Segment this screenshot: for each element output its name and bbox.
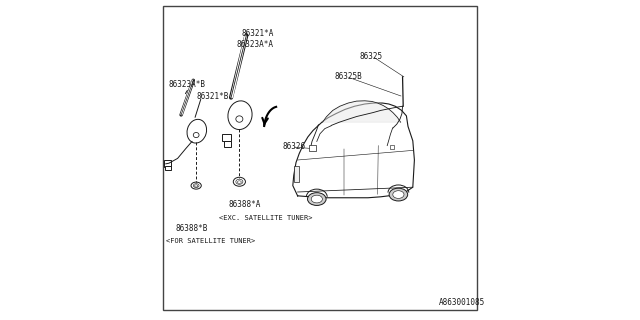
Ellipse shape [237,181,241,183]
Text: <EXC. SATELLITE TUNER>: <EXC. SATELLITE TUNER> [219,215,313,220]
Polygon shape [323,101,401,122]
Ellipse shape [193,184,199,188]
Ellipse shape [233,177,246,186]
Bar [309,145,316,151]
Bar [223,134,232,141]
Ellipse shape [307,193,326,205]
Bar [294,166,298,182]
Text: 86321*B: 86321*B [197,92,229,100]
Text: 86321*A: 86321*A [242,29,274,38]
Bar [224,141,231,147]
Ellipse shape [389,188,408,201]
Bar [164,160,171,167]
Text: 86323A*B: 86323A*B [169,80,206,89]
Ellipse shape [393,191,404,198]
Bar [165,166,171,170]
Ellipse shape [236,116,243,122]
Text: 86325B: 86325B [334,72,362,81]
Text: 86388*B: 86388*B [175,224,208,233]
Polygon shape [292,103,415,198]
Ellipse shape [311,195,323,203]
Text: 86388*A: 86388*A [229,200,261,209]
Ellipse shape [187,119,207,143]
Ellipse shape [236,179,243,184]
Bar [390,145,394,149]
Ellipse shape [195,185,198,187]
Text: 86323A*A: 86323A*A [237,40,274,49]
Text: <FOR SATELLITE TUNER>: <FOR SATELLITE TUNER> [166,238,255,244]
Ellipse shape [228,101,252,130]
Text: 86326: 86326 [282,142,305,151]
Text: 86325: 86325 [360,52,383,60]
Ellipse shape [193,132,199,138]
Ellipse shape [191,182,201,189]
Text: A863001085: A863001085 [438,298,484,307]
